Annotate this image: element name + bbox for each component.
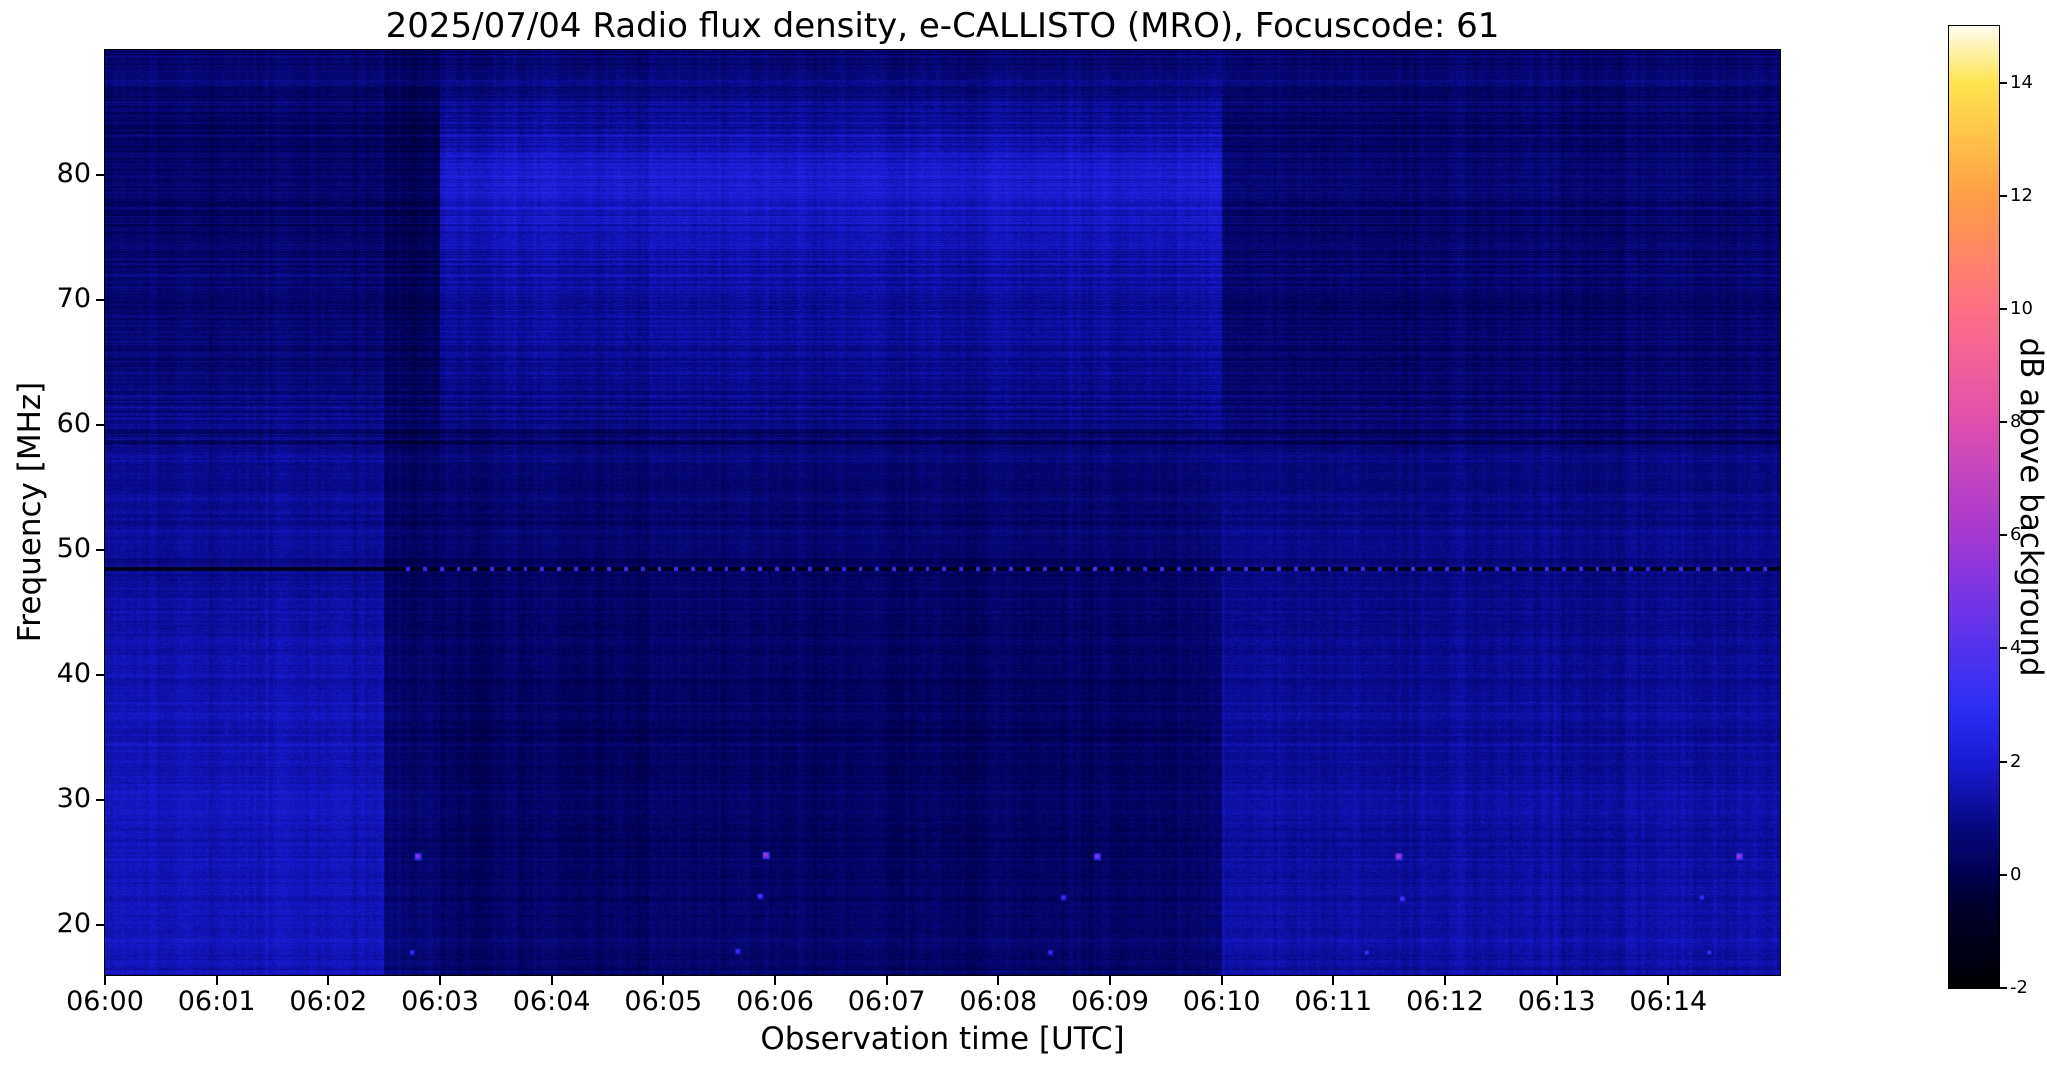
x-tick-mark [1109, 976, 1111, 985]
y-tick-mark [96, 549, 105, 551]
y-tick-label: 80 [56, 158, 91, 189]
x-tick-mark [439, 976, 441, 985]
colorbar-tick-mark [1999, 987, 2007, 989]
x-tick-label: 06:01 [177, 986, 256, 1017]
x-tick-label: 06:13 [1517, 986, 1596, 1017]
chart-title: 2025/07/04 Radio flux density, e-CALLIST… [385, 6, 1500, 46]
colorbar-tick-mark [1999, 194, 2007, 197]
y-tick-label: 70 [56, 283, 91, 314]
colorbar-tick-label: -2 [2010, 977, 2028, 998]
x-tick-mark [1444, 976, 1446, 985]
x-tick-label: 06:00 [66, 986, 144, 1017]
x-tick-label: 06:09 [1071, 986, 1149, 1017]
x-tick-mark [885, 976, 888, 985]
x-tick-mark [1667, 976, 1670, 985]
y-tick-mark [96, 424, 105, 426]
x-tick-label: 06:14 [1629, 986, 1708, 1017]
colorbar-label: dB above background [2013, 337, 2047, 677]
colorbar-tick-label: 6 [2010, 524, 2022, 546]
colorbar-tick-label: 8 [2010, 411, 2022, 433]
colorbar-tick-label: 4 [2010, 637, 2022, 659]
x-tick-mark [774, 976, 776, 985]
colorbar-tick-mark [1999, 760, 2007, 763]
y-tick-label: 50 [56, 533, 91, 564]
x-tick-label: 06:07 [847, 986, 926, 1017]
colorbar-tick-mark [1999, 647, 2007, 650]
y-tick-label: 60 [56, 408, 91, 439]
x-tick-mark [550, 976, 553, 985]
y-tick-mark [96, 674, 105, 676]
colorbar-tick-mark [1999, 534, 2007, 537]
y-tick-mark [96, 299, 105, 301]
x-tick-label: 06:11 [1294, 986, 1373, 1017]
colorbar-tick-label: 12 [2010, 184, 2033, 206]
x-tick-mark [1555, 976, 1558, 985]
x-tick-label: 06:12 [1406, 986, 1484, 1017]
x-tick-mark [662, 976, 665, 985]
y-tick-mark [96, 799, 105, 801]
x-tick-label: 06:08 [959, 986, 1038, 1017]
x-axis-label: Observation time [UTC] [760, 1021, 1125, 1057]
x-tick-label: 06:05 [624, 986, 703, 1017]
spectrogram-heatmap [104, 49, 1781, 976]
x-tick-mark [215, 976, 218, 985]
colorbar-tick-label: 0 [2010, 863, 2022, 885]
x-tick-label: 06:06 [736, 986, 814, 1017]
y-tick-mark [96, 924, 105, 926]
y-tick-label: 20 [56, 908, 91, 939]
colorbar-tick-mark [1999, 421, 2007, 424]
colorbar-tick-mark [1999, 81, 2007, 84]
colorbar-tick-mark [1999, 873, 2007, 876]
y-tick-label: 40 [56, 658, 91, 689]
colorbar-tick-mark [1999, 307, 2007, 310]
x-tick-mark [104, 976, 106, 985]
y-tick-label: 30 [56, 783, 91, 814]
x-tick-mark [327, 976, 330, 985]
x-tick-mark [1332, 976, 1335, 985]
colorbar-tick-label: 14 [2010, 71, 2033, 93]
colorbar-tick-label: 2 [2010, 750, 2022, 772]
x-tick-label: 06:02 [289, 986, 368, 1017]
x-tick-mark [997, 976, 1000, 985]
x-tick-mark [1220, 976, 1223, 985]
colorbar-gradient [1948, 25, 2000, 989]
x-tick-label: 06:04 [512, 986, 591, 1017]
y-tick-mark [96, 174, 105, 176]
x-tick-label: 06:03 [401, 986, 479, 1017]
colorbar-tick-label: 10 [2010, 297, 2033, 319]
x-tick-label: 06:10 [1182, 986, 1261, 1017]
